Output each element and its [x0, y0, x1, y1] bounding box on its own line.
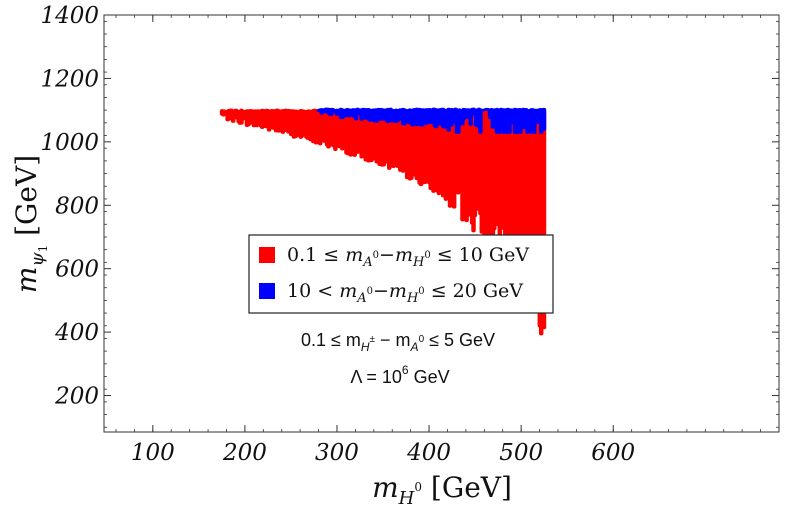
legend: 0.1 ≤ mA0−mH0 ≤ 10 GeV 10 < mA0−mH0 ≤ 20…	[248, 234, 554, 314]
y-tick-label: 400	[54, 320, 99, 346]
minor-ticks	[104, 15, 779, 432]
data-point-band	[541, 107, 547, 131]
x-axis-title: mH0 [GeV]	[372, 471, 512, 507]
series-red	[219, 108, 547, 336]
series-layer	[219, 107, 547, 336]
x-axis-ticks: 100 200 300 400 500 600	[131, 15, 635, 466]
y-tick-label: 1400	[40, 3, 99, 29]
y-tick-label: 1000	[40, 130, 99, 156]
x-tick-label: 300	[315, 440, 359, 466]
legend-swatch-red	[259, 247, 275, 263]
y-axis-title: mψ1 [GeV]	[10, 155, 50, 293]
y-tick-label: 200	[54, 384, 99, 410]
legend-swatch-blue	[259, 283, 275, 299]
y-tick-label: 800	[55, 193, 99, 219]
y-axis-ticks: 200 400 600 800 1000 1200 1400	[40, 3, 779, 410]
y-tick-label: 600	[55, 257, 99, 283]
series-blue	[316, 107, 547, 134]
legend-box	[248, 234, 554, 314]
x-tick-label: 400	[406, 440, 451, 466]
x-tick-label: 600	[591, 440, 635, 466]
data-point-band	[471, 107, 476, 110]
data-point-band	[478, 108, 483, 134]
x-tick-label: 200	[222, 440, 267, 466]
annotation-mass-splitting: 0.1 ≤ mH± − mA0 ≤ 5 GeV	[301, 330, 495, 354]
plot-frame	[103, 14, 780, 433]
legend-label-red: 0.1 ≤ mA0−mH0 ≤ 10 GeV	[287, 244, 529, 270]
x-tick-label: 500	[499, 440, 543, 466]
x-tick-label: 100	[131, 440, 175, 466]
annotation-cutoff-scale: Λ = 106 GeV	[350, 363, 449, 387]
legend-label-blue: 10 < mA0−mH0 ≤ 20 GeV	[287, 280, 523, 306]
data-point-band	[525, 109, 530, 134]
y-tick-label: 1200	[40, 66, 99, 92]
